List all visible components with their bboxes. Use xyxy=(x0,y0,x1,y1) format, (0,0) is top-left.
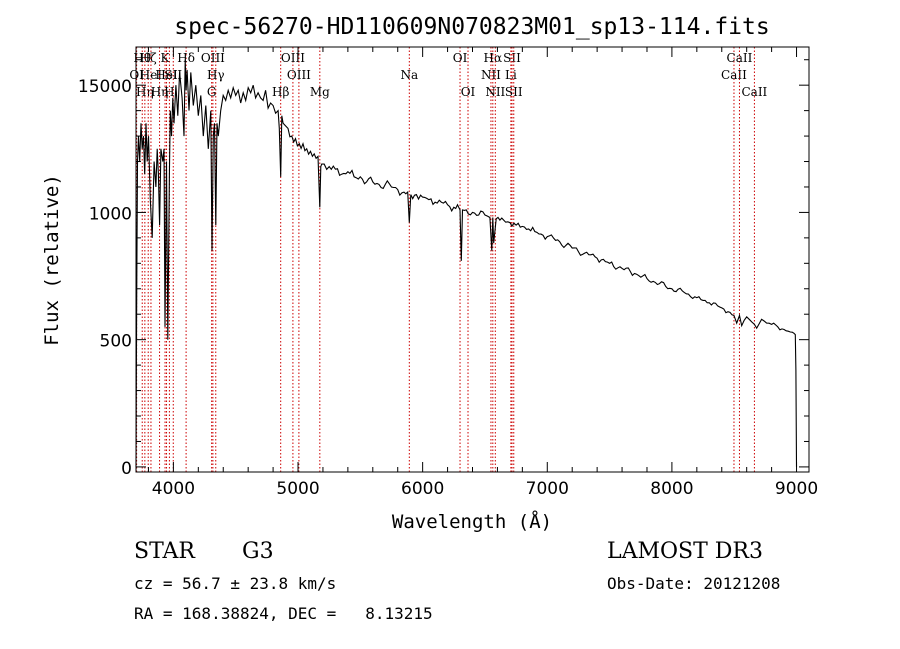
obs-date: Obs-Date: 20121208 xyxy=(607,574,781,593)
line-label: HeI xyxy=(155,68,178,82)
y-tick-label: 500 xyxy=(100,332,132,352)
line-label: NII xyxy=(485,85,505,99)
plot-frame xyxy=(135,46,810,473)
x-tick-label: 8000 xyxy=(650,479,693,499)
redshift-readout: cz = 56.7 ± 23.8 km/s xyxy=(134,574,337,593)
chart-title: spec-56270-HD110609N070823M01_sp13-114.f… xyxy=(174,14,769,40)
line-label: Hβ xyxy=(272,85,289,99)
x-tick-label: 7000 xyxy=(526,479,569,499)
line-label: CaII xyxy=(721,68,747,82)
line-label: OI xyxy=(129,68,144,82)
line-label: Na xyxy=(400,68,418,82)
line-label: SII xyxy=(505,85,523,99)
y-tick-label: 15000 xyxy=(78,77,132,97)
line-label: NII xyxy=(481,68,501,82)
object-subclass: G3 xyxy=(242,539,274,564)
object-class: STAR xyxy=(134,539,195,564)
line-label: CaII xyxy=(727,51,753,65)
coordinates: RA = 168.38824, DEC = 8.13215 xyxy=(134,604,433,623)
line-label: Li xyxy=(505,68,517,82)
line-label: OI xyxy=(461,85,476,99)
axes: 4000 5000 6000 7000 8000 9000 0 500 1000 15000 xyxy=(78,47,818,499)
line-label: Hζ xyxy=(140,51,157,65)
line-label: OIII xyxy=(287,68,311,82)
y-tick-label: 0 xyxy=(121,459,132,479)
line-label: HeI xyxy=(140,68,163,82)
x-axis-label: Wavelength (Å) xyxy=(392,510,552,533)
spectrum-line xyxy=(135,59,798,467)
line-label: Hγ xyxy=(207,68,225,82)
x-tick-label: 9000 xyxy=(775,479,818,499)
x-tick-label: 4000 xyxy=(152,479,195,499)
line-label: Hα xyxy=(484,51,503,65)
line-label: OI xyxy=(453,51,468,65)
survey-name: LAMOST DR3 xyxy=(607,539,763,564)
line-label: Hθ xyxy=(133,51,151,65)
line-label: K xyxy=(161,51,171,65)
line-label: H xyxy=(164,85,174,99)
spectrum-series xyxy=(135,59,798,467)
line-label: Mg xyxy=(310,85,330,99)
y-tick-label: 1000 xyxy=(89,204,132,224)
x-tick-label: 6000 xyxy=(401,479,444,499)
line-label: CaII xyxy=(741,85,767,99)
x-tick-label: 5000 xyxy=(276,479,319,499)
line-label: OIII xyxy=(281,51,305,65)
line-label: G xyxy=(207,85,217,99)
line-label: SII xyxy=(503,51,521,65)
line-label: SII xyxy=(164,68,182,82)
emission-line-markers: OIHθHηHζHeIHηKHeIHSIIHδGOIIIHγHβOIIIOIII… xyxy=(129,47,768,472)
line-label: Hδ xyxy=(177,51,195,65)
y-axis-label: Flux (relative) xyxy=(41,174,63,346)
line-label: OIII xyxy=(201,51,225,65)
line-label: Hη xyxy=(151,85,169,99)
line-label: Hη xyxy=(136,85,154,99)
